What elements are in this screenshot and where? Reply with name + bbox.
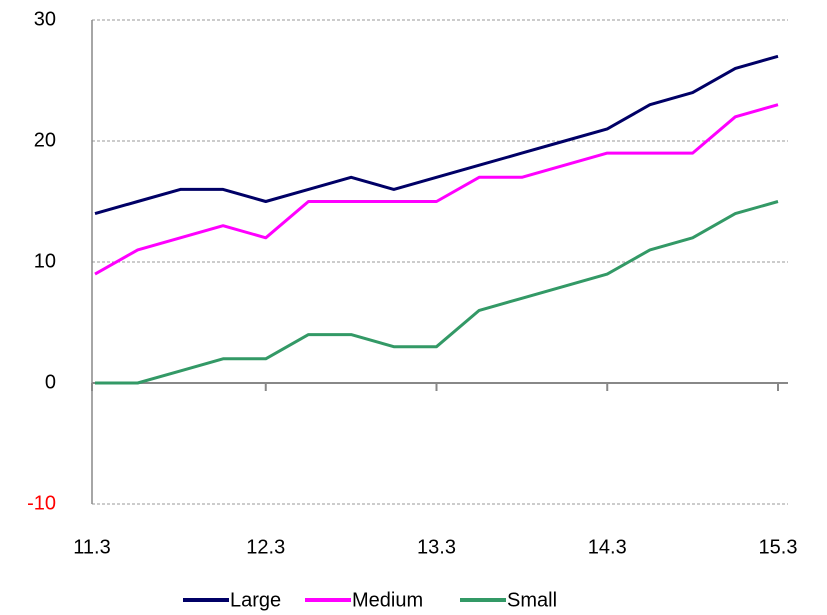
x-tick-label: 15.3 <box>759 536 798 558</box>
series-line <box>94 103 779 276</box>
x-tick-label: 12.3 <box>246 536 285 558</box>
legend-label: Small <box>507 589 557 611</box>
x-tick-label: 11.3 <box>73 536 110 558</box>
series-line <box>94 54 779 216</box>
y-tick-label: 30 <box>34 8 56 30</box>
legend-label: Medium <box>352 589 423 611</box>
series-line <box>95 200 779 385</box>
x-tick-label: 14.3 <box>588 536 627 558</box>
legend-label: Large <box>230 589 281 611</box>
y-tick-label: 20 <box>34 129 56 151</box>
x-tick-label: 13.3 <box>417 536 456 558</box>
y-tick-label: 10 <box>34 250 56 272</box>
y-tick-label: -10 <box>27 492 56 514</box>
y-tick-label: 0 <box>45 371 56 393</box>
